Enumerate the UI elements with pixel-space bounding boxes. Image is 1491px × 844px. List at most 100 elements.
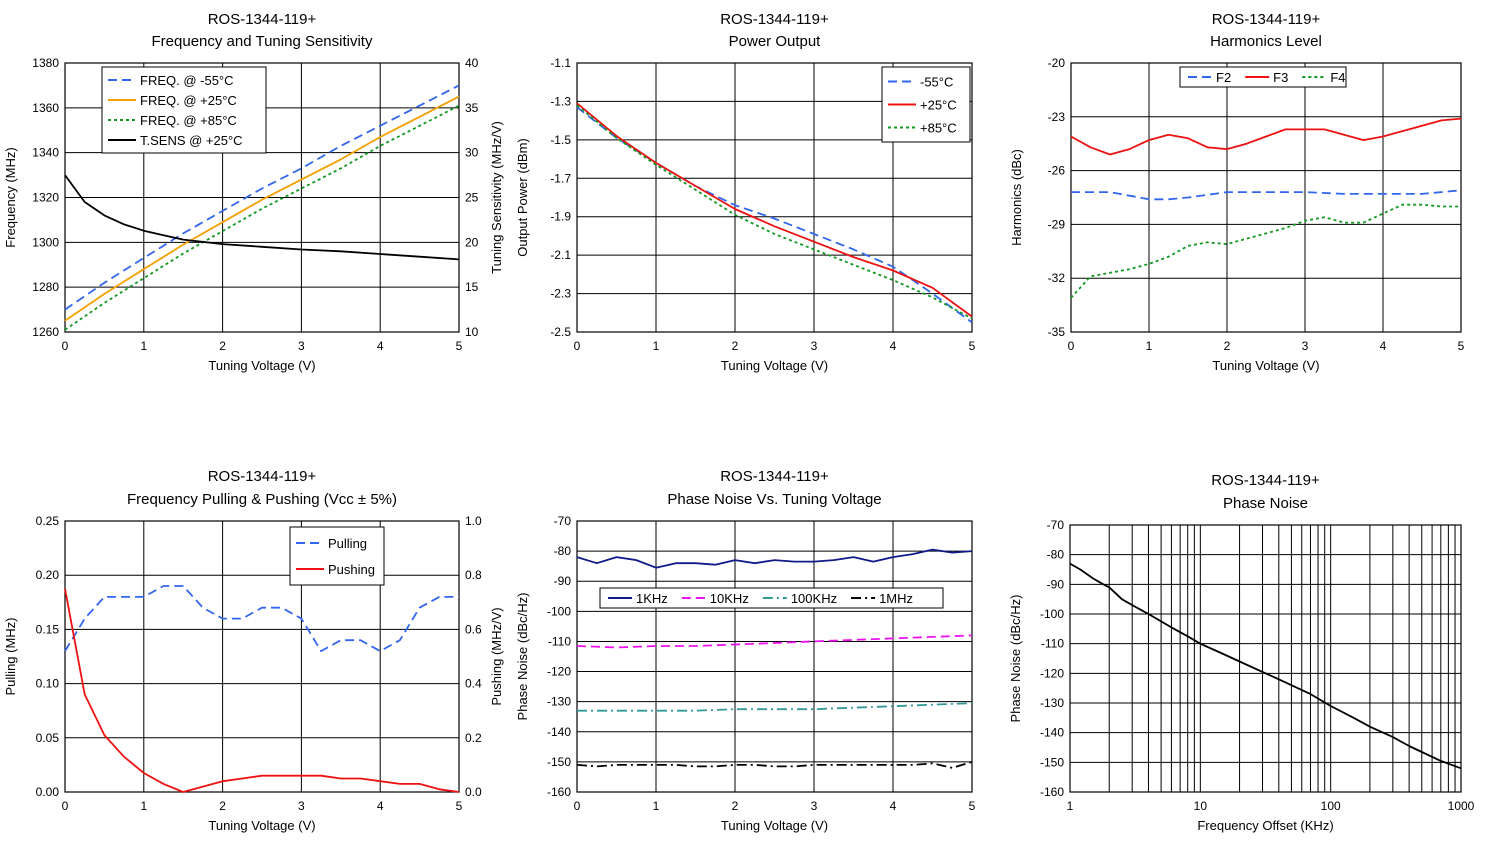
y-axis-label: Output Power (dBm) bbox=[515, 138, 530, 257]
x-tick-label: 0 bbox=[574, 799, 581, 813]
y2-tick-label: 1.0 bbox=[465, 514, 482, 528]
y-tick-label: -1.1 bbox=[550, 56, 571, 70]
y-axis-label: Phase Noise (dBc/Hz) bbox=[515, 593, 530, 721]
x-tick-label: 5 bbox=[969, 339, 976, 353]
y2-tick-label: 20 bbox=[465, 235, 479, 249]
plot-frame bbox=[1070, 62, 1462, 333]
y-tick-label: -120 bbox=[1040, 666, 1064, 680]
series-line-4 bbox=[576, 761, 973, 769]
legend-label: 1MHz bbox=[879, 591, 913, 606]
series-line-3 bbox=[577, 702, 973, 712]
series-line-3 bbox=[576, 104, 973, 320]
y-tick-label: -23 bbox=[1048, 110, 1066, 124]
x-tick-label: 3 bbox=[1302, 339, 1309, 353]
y-tick-label: 1280 bbox=[32, 280, 59, 294]
y-tick-label: 1300 bbox=[32, 235, 59, 249]
x-tick-label: 0 bbox=[574, 339, 581, 353]
plot-frame bbox=[1069, 524, 1462, 793]
y-tick-label: -29 bbox=[1048, 217, 1066, 231]
y-tick-label: -100 bbox=[547, 604, 571, 618]
chart-subtitle: Phase Noise Vs. Tuning Voltage bbox=[667, 491, 881, 508]
y-tick-label: -1.9 bbox=[550, 210, 571, 224]
series-line-2 bbox=[576, 102, 973, 318]
x-tick-label: 1 bbox=[653, 339, 660, 353]
chart-3: ROS-1344-119+ Harmonics Level -35 -32 -29 -26… bbox=[1009, 11, 1465, 373]
y-tick-label: -100 bbox=[1040, 607, 1064, 621]
series-line-1 bbox=[1069, 562, 1462, 770]
x-tick-label: 2 bbox=[219, 799, 226, 813]
y-tick-label: 0.15 bbox=[36, 622, 60, 636]
legend: 1KHz 10KHz 100KHz 1MHz bbox=[599, 587, 944, 609]
x-tick-label: 10 bbox=[1194, 799, 1208, 813]
y-tick-label: 0.10 bbox=[36, 677, 60, 691]
x-tick-label: 4 bbox=[890, 799, 897, 813]
plot-frame bbox=[64, 520, 460, 793]
legend-label: +25°C bbox=[920, 98, 957, 113]
y-tick-label: -110 bbox=[1041, 637, 1064, 651]
y2-tick-label: 0.2 bbox=[465, 731, 482, 745]
y-tick-label: 1360 bbox=[32, 101, 59, 115]
y-tick-label: -160 bbox=[1040, 785, 1064, 799]
x-tick-label: 2 bbox=[219, 339, 226, 353]
y-tick-label: -32 bbox=[1048, 271, 1066, 285]
y-axis-label: Pulling (MHz) bbox=[3, 617, 18, 695]
y-tick-label: -35 bbox=[1048, 325, 1066, 339]
x-axis-label: Tuning Voltage (V) bbox=[208, 818, 315, 833]
legend-label: 10KHz bbox=[710, 591, 749, 606]
y-tick-label: 1340 bbox=[32, 146, 59, 160]
x-tick-label: 5 bbox=[456, 339, 463, 353]
x-tick-label: 100 bbox=[1321, 799, 1341, 813]
legend-label: Pulling bbox=[328, 536, 367, 551]
legend-label: F4 bbox=[1330, 70, 1345, 85]
legend: F2 F3 F4 bbox=[1179, 66, 1347, 88]
y2-tick-label: 15 bbox=[465, 280, 479, 294]
legend-box bbox=[289, 526, 385, 586]
y-tick-label: -70 bbox=[554, 514, 572, 528]
y-tick-label: -90 bbox=[554, 574, 572, 588]
y-tick-label: -120 bbox=[547, 665, 571, 679]
plot-frame bbox=[64, 62, 460, 333]
y-axis-label: Phase Noise (dBc/Hz) bbox=[1008, 595, 1023, 723]
x-tick-label: 1 bbox=[140, 799, 147, 813]
series-line-2 bbox=[64, 588, 460, 793]
x-tick-label: 1 bbox=[1067, 799, 1074, 813]
chart-1: ROS-1344-119+ Frequency and Tuning Sensit… bbox=[3, 11, 504, 373]
y-tick-label: -1.7 bbox=[550, 171, 571, 185]
legend-box bbox=[101, 66, 267, 154]
x-tick-label: 0 bbox=[62, 799, 69, 813]
x-tick-label: 2 bbox=[732, 339, 739, 353]
x-tick-label: 1000 bbox=[1448, 799, 1475, 813]
y-tick-label: -70 bbox=[1047, 518, 1065, 532]
y2-tick-label: 35 bbox=[465, 101, 479, 115]
y-tick-label: 1320 bbox=[32, 191, 59, 205]
chart-4: ROS-1344-119+ Frequency Pulling & Pushing… bbox=[3, 468, 504, 833]
series-line-3 bbox=[1070, 203, 1461, 299]
y-axis-label: Frequency (MHz) bbox=[3, 147, 18, 247]
legend-label: +85°C bbox=[920, 121, 957, 136]
y2-axis-label: Tuning Sensitivity (MHz/V) bbox=[489, 121, 504, 274]
y-tick-label: -150 bbox=[1040, 755, 1064, 769]
y-tick-label: -2.1 bbox=[550, 248, 571, 262]
chart-title: ROS-1344-119+ bbox=[720, 11, 829, 28]
y-tick-label: -140 bbox=[1040, 726, 1064, 740]
legend-label: 1KHz bbox=[636, 591, 668, 606]
y-tick-label: -1.3 bbox=[550, 94, 571, 108]
x-tick-label: 2 bbox=[1224, 339, 1231, 353]
x-tick-label: 2 bbox=[732, 799, 739, 813]
x-tick-label: 3 bbox=[298, 339, 305, 353]
y-tick-label: -80 bbox=[1047, 548, 1065, 562]
y-tick-label: 0.25 bbox=[36, 514, 60, 528]
chart-title: ROS-1344-119+ bbox=[720, 468, 829, 485]
y2-tick-label: 40 bbox=[465, 56, 479, 70]
chart-subtitle: Frequency and Tuning Sensitivity bbox=[152, 33, 373, 50]
x-tick-label: 0 bbox=[1068, 339, 1075, 353]
x-tick-label: 5 bbox=[456, 799, 463, 813]
legend-label: FREQ. @ +85°C bbox=[140, 113, 237, 128]
series-line-1 bbox=[576, 548, 973, 569]
x-tick-label: 1 bbox=[140, 339, 147, 353]
x-tick-label: 3 bbox=[298, 799, 305, 813]
chart-title: ROS-1344-119+ bbox=[1212, 11, 1321, 28]
y-tick-label: -20 bbox=[1048, 56, 1066, 70]
x-tick-label: 4 bbox=[890, 339, 897, 353]
